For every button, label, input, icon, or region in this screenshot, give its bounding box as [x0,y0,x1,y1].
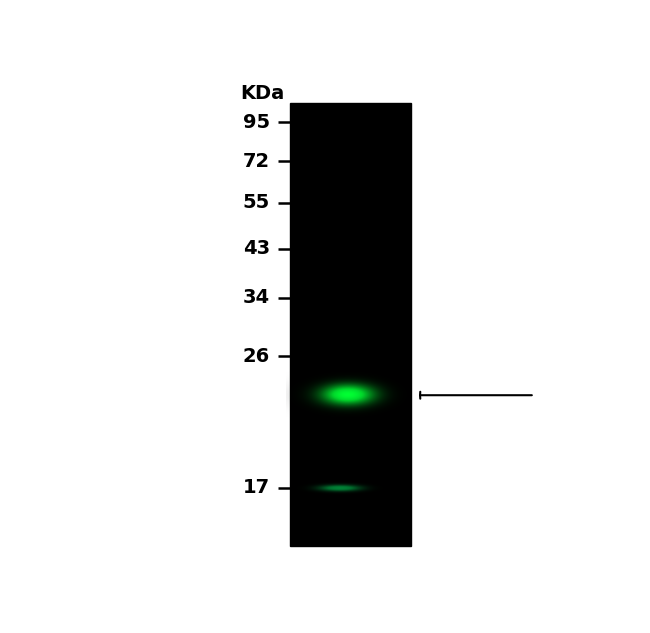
Text: 43: 43 [243,239,270,258]
Text: A: A [343,84,358,103]
Text: 34: 34 [243,288,270,307]
Text: 55: 55 [243,193,270,212]
Text: 26: 26 [243,347,270,366]
Text: 95: 95 [243,113,270,132]
Text: 72: 72 [243,152,270,171]
Bar [291,103,411,546]
Text: KDa: KDa [240,84,285,103]
Text: 17: 17 [243,479,270,498]
